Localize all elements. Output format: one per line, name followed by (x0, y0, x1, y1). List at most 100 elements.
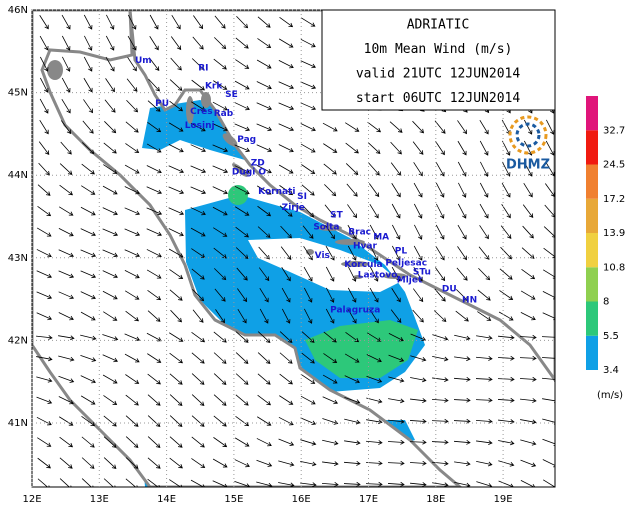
wind-arrow (325, 266, 335, 282)
colorbar-unit: (m/s) (597, 390, 623, 401)
colorbar-label: 8 (603, 297, 609, 308)
wind-arrow (212, 123, 228, 132)
wind-arrow (346, 183, 358, 197)
colorbar-label: 24.5 (603, 160, 625, 171)
wind-arrow (256, 123, 273, 132)
wind-arrow (410, 355, 427, 362)
wind-arrow (190, 122, 206, 132)
wind-arrow (432, 355, 449, 362)
wind-arrow (300, 482, 317, 487)
wind-arrow (501, 182, 511, 198)
wind-arrow (257, 205, 272, 217)
wind-arrow (125, 478, 138, 487)
wind-arrow (191, 373, 205, 385)
wind-arrow (435, 245, 445, 261)
wind-arrow (523, 161, 533, 177)
wind-arrow (213, 80, 228, 90)
wind-arrow (413, 266, 423, 282)
wind-arrow (541, 355, 555, 361)
wind-arrow (147, 310, 161, 322)
wind-arrow (457, 120, 467, 135)
wind-arrow (413, 182, 423, 198)
wind-arrow (257, 331, 271, 343)
wind-arrow (212, 144, 229, 153)
wind-arrow (500, 225, 512, 239)
wind-arrow (146, 228, 163, 237)
wind-arrow (147, 478, 161, 487)
colorbar-label: 32.7 (603, 125, 625, 136)
wind-arrow (367, 121, 382, 133)
wind-arrow (169, 100, 184, 112)
wind-arrow (326, 287, 335, 303)
wind-arrow (279, 373, 293, 385)
wind-arrow (388, 419, 405, 424)
wind-arrow (191, 101, 206, 111)
wind-arrow (388, 354, 405, 362)
wind-arrow (237, 308, 247, 324)
wind-arrow (235, 206, 250, 216)
wind-arrow (389, 121, 403, 133)
wind-arrow (457, 161, 467, 177)
place-label: RI (198, 63, 208, 73)
wind-arrow (61, 14, 71, 30)
wind-arrow (149, 36, 159, 51)
wind-arrow (168, 207, 185, 216)
place-label: Kornati (258, 187, 295, 197)
wind-arrow (278, 102, 295, 111)
place-label: STu (413, 267, 431, 277)
wind-arrow (103, 457, 117, 469)
wind-shading (248, 238, 400, 292)
wind-arrow (191, 394, 205, 406)
wind-arrow (434, 120, 446, 134)
wind-arrow (80, 395, 96, 405)
wind-arrow (37, 457, 51, 469)
wind-arrow (190, 186, 207, 195)
wind-arrow (81, 457, 95, 469)
wind-arrow (322, 418, 339, 425)
wind-arrow (388, 398, 405, 404)
wind-arrow (278, 81, 295, 90)
wind-arrow (146, 207, 163, 216)
wind-arrow (304, 308, 313, 324)
place-label: PU (155, 99, 169, 109)
wind-arrow (126, 78, 138, 92)
wind-arrow (542, 438, 555, 446)
wind-arrow (147, 373, 161, 385)
wind-arrow (192, 289, 205, 302)
wind-arrow (168, 248, 184, 258)
wind-arrow (193, 15, 204, 30)
place-label: Solta (313, 223, 339, 233)
logo-text: DHMZ (506, 158, 550, 173)
place-label: PL (395, 247, 408, 257)
wind-arrow (83, 14, 93, 30)
wind-arrow (62, 56, 71, 72)
wind-arrow (434, 288, 446, 302)
wind-arrow (479, 203, 489, 219)
wind-arrow (542, 479, 555, 487)
wind-arrow (300, 38, 316, 48)
wind-arrow (369, 309, 379, 324)
wind-arrow (436, 203, 445, 219)
wind-arrow (475, 356, 493, 361)
wind-arrow (124, 186, 140, 195)
colorbar-band (586, 301, 598, 336)
lon-tick-label: 14E (157, 494, 176, 505)
wind-arrow (368, 183, 380, 198)
wind-arrow (347, 308, 357, 324)
wind-arrow (58, 270, 75, 279)
wind-arrow (522, 225, 534, 239)
wind-arrow (412, 288, 424, 303)
place-label: SI (297, 192, 307, 202)
wind-arrow (256, 102, 273, 111)
wind-arrow (234, 437, 250, 447)
wind-arrow (345, 142, 359, 154)
wind-arrow (454, 481, 471, 487)
wind-arrow (59, 478, 72, 487)
wind-arrow (58, 227, 74, 237)
wind-arrow (125, 457, 139, 469)
wind-arrow (300, 143, 316, 153)
wind-arrow (300, 60, 316, 69)
wind-arrow (519, 334, 537, 340)
wind-arrow (412, 141, 424, 155)
